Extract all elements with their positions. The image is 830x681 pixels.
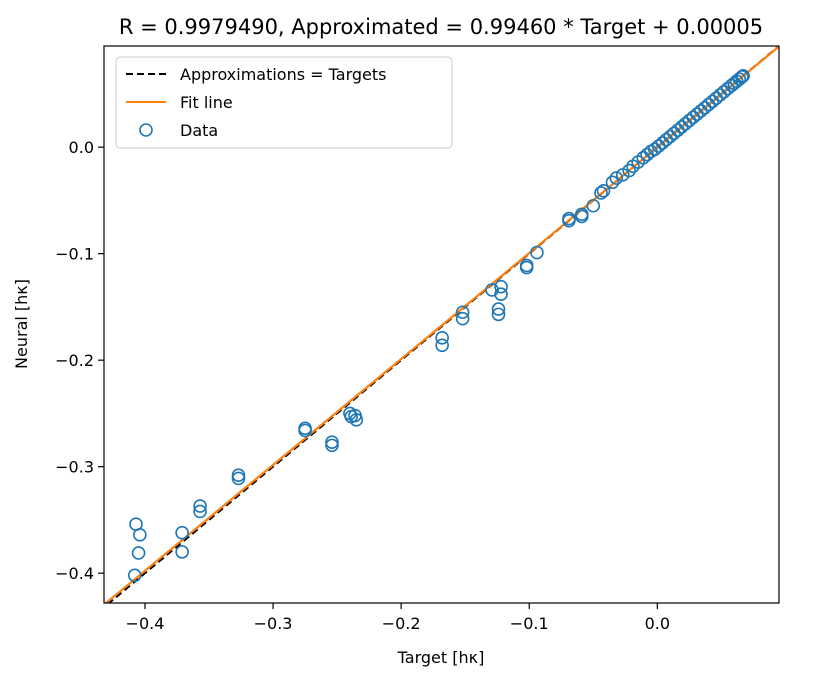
data-point: [530, 245, 544, 260]
legend-fit-label: Fit line: [180, 93, 233, 112]
data-point: [349, 413, 364, 427]
data-point: [435, 331, 449, 345]
x-axis-label: Target [hκ]: [397, 648, 485, 667]
x-tick-label: −0.3: [254, 614, 293, 633]
y-axis-label: Neural [hκ]: [12, 279, 31, 369]
data-point: [735, 70, 749, 84]
data-point: [455, 305, 470, 320]
y-tick-label: −0.2: [55, 351, 94, 370]
data-point: [455, 311, 470, 326]
data-point: [494, 279, 508, 294]
data-point: [193, 499, 207, 513]
x-tick-label: 0.0: [645, 614, 670, 633]
y-tick-label: −0.1: [55, 245, 94, 264]
legend-data-swatch: [139, 123, 153, 137]
data-point: [732, 72, 747, 86]
data-point: [494, 287, 508, 301]
data-point: [596, 184, 611, 198]
axis-ticks: −0.4 −0.3 −0.2 −0.1 0.0 0.0 −0.1 −0.2 −0.3 −0.4: [55, 138, 670, 633]
data-point: [131, 546, 146, 560]
data-point: [435, 338, 449, 353]
data-point: [519, 260, 534, 275]
data-point: [574, 209, 589, 224]
legend: Approximations = Targets Fit line Data: [115, 56, 453, 149]
data-point: [594, 186, 608, 200]
data-point: [485, 283, 499, 297]
legend-data-label: Data: [180, 121, 218, 140]
y-tick-label: 0.0: [69, 138, 94, 157]
x-tick-label: −0.2: [382, 614, 421, 633]
x-tick-label: −0.1: [510, 614, 549, 633]
data-point: [231, 471, 246, 486]
data-point: [605, 175, 620, 190]
data-point: [586, 198, 601, 213]
data-point: [325, 438, 339, 453]
data-point: [175, 525, 189, 540]
data-point: [622, 163, 636, 178]
y-tick-label: −0.3: [55, 458, 94, 477]
data-point: [609, 171, 624, 185]
data-point: [175, 545, 189, 559]
y-tick-label: −0.4: [55, 564, 94, 583]
data-point: [736, 69, 750, 83]
legend-box: [115, 56, 453, 149]
data-point: [298, 423, 312, 438]
legend-identity-label: Approximations = Targets: [180, 65, 386, 84]
axes-frame: [103, 45, 780, 604]
chart-title: R = 0.9979490, Approximated = 0.99460 * …: [119, 15, 763, 39]
x-tick-label: −0.4: [126, 614, 165, 633]
data-point: [562, 213, 576, 228]
data-point: [127, 568, 142, 583]
data-point: [491, 302, 506, 316]
data-point: [193, 504, 207, 519]
plot-area: [104, 46, 779, 603]
data-point: [491, 307, 506, 322]
data-point: [133, 528, 147, 542]
